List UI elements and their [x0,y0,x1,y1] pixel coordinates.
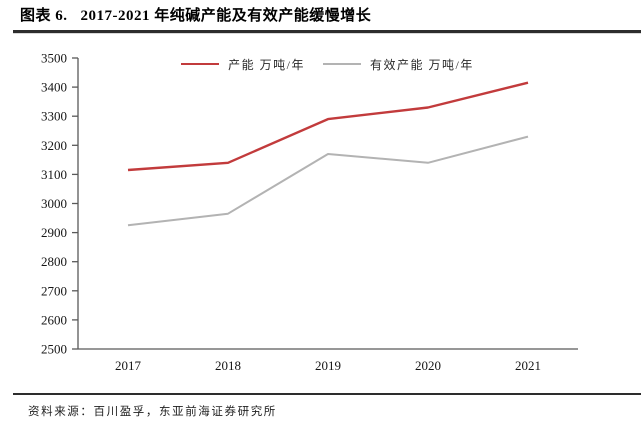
svg-text:3400: 3400 [41,80,67,95]
svg-text:2021: 2021 [515,358,541,373]
figure-title: 2017-2021 年纯碱产能及有效产能缓慢增长 [80,8,372,24]
figure-header: 图表 6. 2017-2021 年纯碱产能及有效产能缓慢增长 [20,4,371,25]
header-divider-line [13,30,641,33]
svg-text:3200: 3200 [41,138,67,153]
figure-label: 图表 6. [20,8,68,24]
svg-text:2900: 2900 [41,225,67,240]
svg-text:2018: 2018 [215,358,241,373]
svg-text:2700: 2700 [41,283,67,298]
red-line-swatch-icon [181,62,220,66]
legend-item-capacity: 产能 万吨/年 [181,56,305,73]
legend-item-effective-capacity: 有效产能 万吨/年 [323,56,474,73]
svg-text:2500: 2500 [41,342,67,357]
legend-label: 产能 万吨/年 [228,57,305,72]
svg-text:3500: 3500 [41,51,67,66]
svg-text:2017: 2017 [115,358,142,373]
svg-text:2020: 2020 [415,358,441,373]
source-note: 资料来源：百川盈孚，东亚前海证券研究所 [28,406,277,418]
svg-text:2600: 2600 [41,312,67,327]
svg-text:3300: 3300 [41,109,67,124]
svg-text:2800: 2800 [41,254,67,269]
chart-legend: 产能 万吨/年 有效产能 万吨/年 [14,56,641,72]
svg-text:3100: 3100 [41,167,67,182]
footer-divider-line [13,393,641,396]
legend-label: 有效产能 万吨/年 [370,57,474,72]
svg-text:3000: 3000 [41,196,67,211]
svg-text:2019: 2019 [315,358,341,373]
gray-line-swatch-icon [323,63,361,65]
